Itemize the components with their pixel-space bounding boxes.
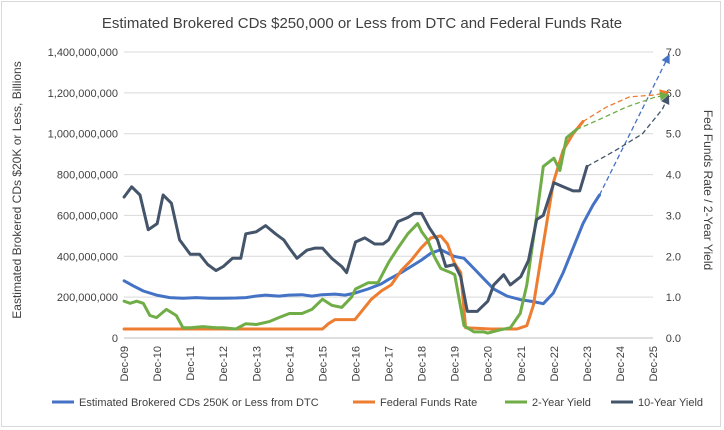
forecast-line-1	[582, 90, 670, 123]
left-axis-ticks: 0 200,000,000 400,000,000 600,000,000 800,00…	[48, 47, 118, 345]
series-line-1	[122, 120, 585, 331]
right-tick-label: 1.0	[666, 292, 681, 304]
x-tick-label: Dec-21	[516, 346, 528, 381]
x-tick-label: Dec-18	[417, 346, 429, 381]
x-tick-label: Dec-09	[119, 346, 131, 381]
x-tick-label: Dec-13	[251, 346, 263, 381]
left-tick-label: 1,400,000,000	[48, 47, 118, 59]
right-tick-label: 6.0	[666, 88, 681, 100]
left-tick-label: 1,000,000,000	[48, 129, 118, 141]
forecast-arrow-3	[661, 94, 670, 105]
x-tick-label: Dec-24	[615, 346, 627, 381]
forecast-line-2	[576, 94, 670, 131]
x-tick-label: Dec-17	[384, 346, 396, 381]
forecast-arrow-0	[661, 54, 670, 65]
series-line-0	[122, 193, 601, 306]
x-tick-label: Dec-12	[218, 346, 230, 381]
legend-label: 10-Year Yield	[638, 397, 703, 409]
forecast-line-3	[586, 94, 670, 167]
legend-label: Federal Funds Rate	[380, 397, 477, 409]
left-tick-label: 400,000,000	[57, 251, 118, 263]
right-tick-label: 3.0	[666, 210, 681, 222]
gridlines	[124, 51, 653, 298]
chart-title: Estimated Brokered CDs $250,000 or Less …	[102, 15, 622, 32]
x-tick-label: Dec-15	[317, 346, 329, 381]
left-axis-title: Eastimated Brokered CDs $20K or Less, Bi…	[10, 61, 24, 318]
x-axis-ticks: Dec-09 Dec-10 Dec-11 Dec-12 Dec-13 Dec-14 Dec-…	[119, 346, 660, 381]
x-tick-label: Dec-10	[152, 346, 164, 381]
forecast-line-0	[598, 53, 671, 196]
forecast-arrow-2	[659, 91, 669, 101]
right-axis-title: Fed Funds Rate / 2-Year Yield	[701, 110, 715, 270]
left-tick-label: 800,000,000	[57, 170, 118, 182]
x-tick-label: Dec-11	[185, 346, 197, 381]
series-layer	[122, 53, 671, 335]
series-line-3	[122, 164, 589, 313]
legend-label: 2-Year Yield	[532, 397, 591, 409]
right-tick-label: 5.0	[666, 129, 681, 141]
right-tick-label: 2.0	[666, 251, 681, 263]
series-line-2	[122, 128, 578, 335]
x-tick-label: Dec-14	[284, 346, 296, 381]
x-tick-label: Dec-20	[483, 346, 495, 381]
left-tick-label: 200,000,000	[57, 292, 118, 304]
right-tick-label: 0.0	[666, 333, 681, 345]
right-axis-ticks: 0.01.02.03.04.05.06.07.0	[666, 47, 681, 345]
x-tick-label: Dec-19	[450, 346, 462, 381]
legend-label: Estimated Brokered CDs 250K or Less from…	[79, 397, 319, 409]
x-tick-label: Dec-16	[350, 346, 362, 381]
left-tick-label: 0	[112, 333, 118, 345]
x-tick-label: Dec-22	[549, 346, 561, 381]
x-tick-label: Dec-23	[582, 346, 594, 381]
left-tick-label: 1,200,000,000	[48, 88, 118, 100]
legend: Estimated Brokered CDs 250K or Less from…	[52, 397, 703, 409]
right-tick-label: 4.0	[666, 170, 681, 182]
left-tick-label: 600,000,000	[57, 210, 118, 222]
x-tick-label: Dec-25	[648, 346, 660, 381]
